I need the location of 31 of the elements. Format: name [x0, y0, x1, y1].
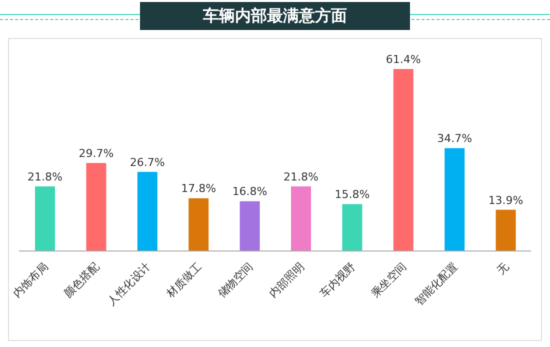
- data-label: 61.4%: [386, 53, 421, 66]
- bar: [188, 198, 209, 251]
- data-label: 29.7%: [78, 146, 114, 160]
- x-tick-label: 内部照明: [266, 260, 307, 300]
- data-label: 34.7%: [437, 132, 472, 146]
- data-label: 15.8%: [334, 188, 370, 202]
- bar: [35, 186, 55, 251]
- data-label: 16.8%: [232, 185, 268, 198]
- bar: [137, 172, 158, 251]
- bar: [86, 162, 106, 251]
- x-tick-label: 人性化设计: [105, 260, 154, 308]
- data-label: 21.8%: [284, 170, 318, 184]
- x-tick-label: 车内视野: [318, 260, 358, 300]
- chart-title: 车辆内部最满意方面: [140, 2, 410, 30]
- data-label: 17.8%: [181, 182, 216, 196]
- x-tick-label: 颜色搭配: [62, 260, 102, 300]
- x-tick-label: 内饰布局: [10, 260, 51, 300]
- x-tick-label: 乘坐空间: [368, 260, 410, 300]
- data-label: 21.8%: [28, 170, 62, 184]
- bar: [342, 204, 362, 251]
- x-tick-label: 无: [494, 260, 512, 277]
- bar: [291, 186, 311, 251]
- bar: [444, 148, 465, 251]
- data-label: 26.7%: [130, 156, 165, 169]
- x-tick-label: 智能化配置: [412, 260, 460, 308]
- bar: [240, 201, 260, 251]
- x-tick-label: 储物空间: [215, 260, 256, 300]
- bar: [393, 69, 414, 251]
- x-tick-label: 材质做工: [163, 260, 204, 301]
- data-label: 13.9%: [488, 194, 524, 207]
- bar: [496, 210, 516, 251]
